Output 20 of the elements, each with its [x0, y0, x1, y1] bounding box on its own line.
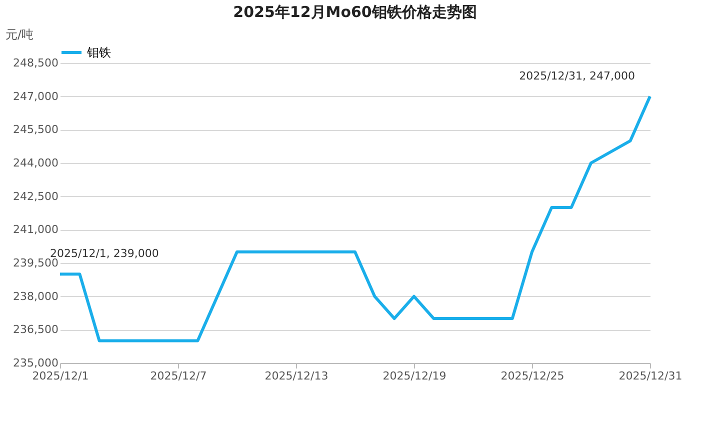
y-tick-label: 247,000	[13, 90, 58, 103]
y-axis-title: 元/吨	[6, 28, 34, 42]
y-tick-label: 245,500	[13, 123, 58, 136]
x-tick-label: 2025/12/25	[500, 370, 564, 382]
y-tick-label: 242,500	[13, 190, 58, 203]
x-tick-label: 2025/12/7	[150, 370, 207, 382]
x-tick-label: 2025/12/13	[264, 370, 328, 382]
legend-label: 钼铁	[86, 46, 111, 60]
y-tick-label: 236,500	[13, 323, 58, 336]
x-tick-label: 2025/12/1	[32, 370, 89, 382]
x-tick-label: 2025/12/31	[618, 370, 682, 382]
y-tick-label: 244,000	[13, 156, 58, 170]
y-tick-label: 241,000	[13, 223, 58, 236]
y-tick-label: 248,500	[13, 56, 58, 70]
x-tick-label: 2025/12/19	[382, 370, 446, 382]
annotation: 2025/12/31, 247,000	[519, 69, 635, 82]
y-tick-label: 239,500	[13, 256, 58, 270]
chart-title: 2025年12月Mo60钼铁价格走势图	[233, 3, 477, 21]
y-tick-label: 235,000	[13, 356, 58, 370]
y-tick-label: 238,000	[13, 290, 58, 303]
